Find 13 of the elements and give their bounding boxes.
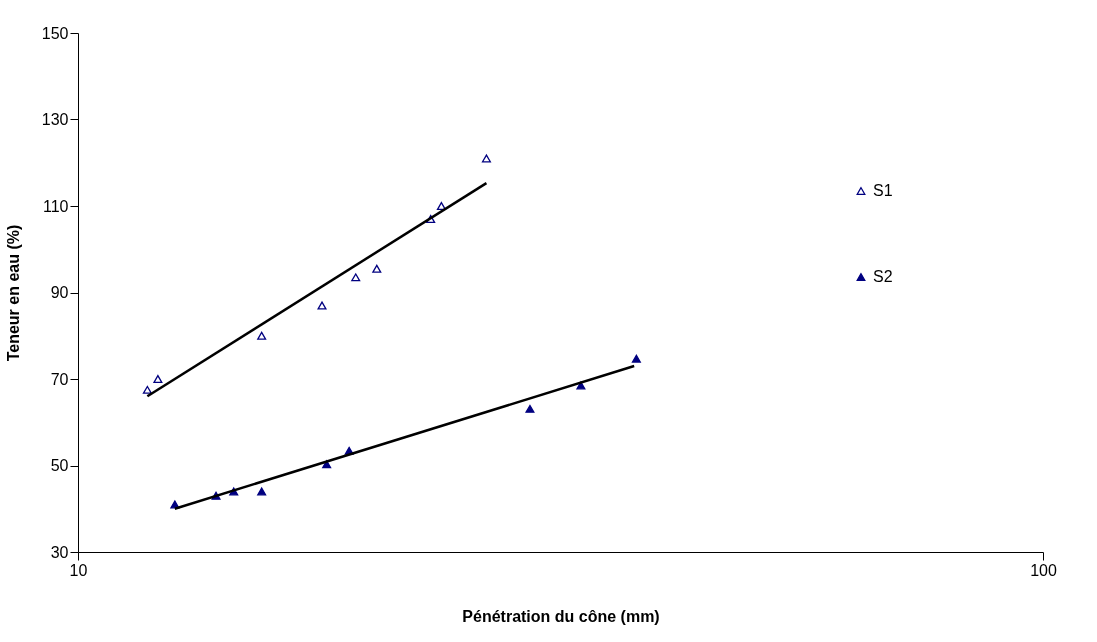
- y-tick-label: 110: [42, 197, 69, 215]
- y-tick-label: 70: [50, 370, 69, 388]
- y-tick-label: 90: [50, 284, 69, 301]
- y-tick-label: 150: [41, 24, 69, 42]
- x-tick-label: 10: [69, 561, 88, 579]
- legend-label: S2: [873, 268, 893, 285]
- y-tick-label: 50: [50, 457, 69, 474]
- y-tick-label: 30: [50, 543, 69, 561]
- x-tick-label: 100: [1030, 561, 1057, 579]
- legend-label: S1: [873, 182, 893, 199]
- y-tick-label: 130: [41, 111, 69, 128]
- y-axis-title: Teneur en eau (%): [4, 224, 22, 362]
- x-axis-title: Pénétration du cône (mm): [462, 607, 660, 625]
